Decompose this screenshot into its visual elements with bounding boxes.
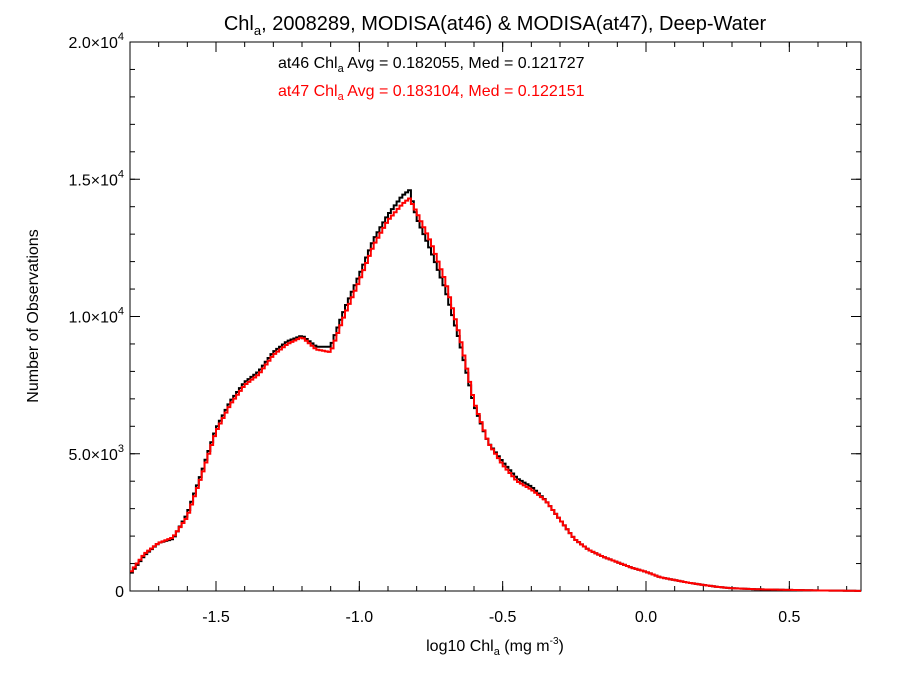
x-tick-label: -0.5 xyxy=(489,609,517,626)
y-tick-label: 2.0×104 xyxy=(68,31,124,52)
annotation-at47: at47 Chla Avg = 0.183104, Med = 0.122151 xyxy=(278,83,585,103)
x-tick-label: 0.0 xyxy=(635,609,657,626)
y-tick-label: 1.0×104 xyxy=(68,306,124,327)
series-lines xyxy=(130,189,861,592)
y-tick-label: 1.5×104 xyxy=(68,168,124,189)
y-tick-label: 0 xyxy=(115,584,124,601)
y-axis-label: Number of Observations xyxy=(25,229,42,402)
y-axis-ticks: 0 5.0×103 1.0×104 1.5×104 2.0×104 xyxy=(68,31,861,601)
x-axis-ticks: -1.5 -1.0 -0.5 0.0 0.5 xyxy=(129,42,848,626)
x-tick-label: -1.5 xyxy=(202,609,230,626)
annotation-at46: at46 Chla Avg = 0.182055, Med = 0.121727 xyxy=(278,55,585,75)
series-line-at47 xyxy=(130,197,861,592)
chart-title: Chla, 2008289, MODISA(at46) & MODISA(at4… xyxy=(224,13,767,38)
x-tick-label: -1.0 xyxy=(346,609,374,626)
plot-frame xyxy=(129,41,862,592)
x-axis-label: log10 Chla (mg m-3) xyxy=(426,636,564,658)
y-tick-label: 5.0×103 xyxy=(68,443,124,464)
x-tick-label: 0.5 xyxy=(778,609,800,626)
